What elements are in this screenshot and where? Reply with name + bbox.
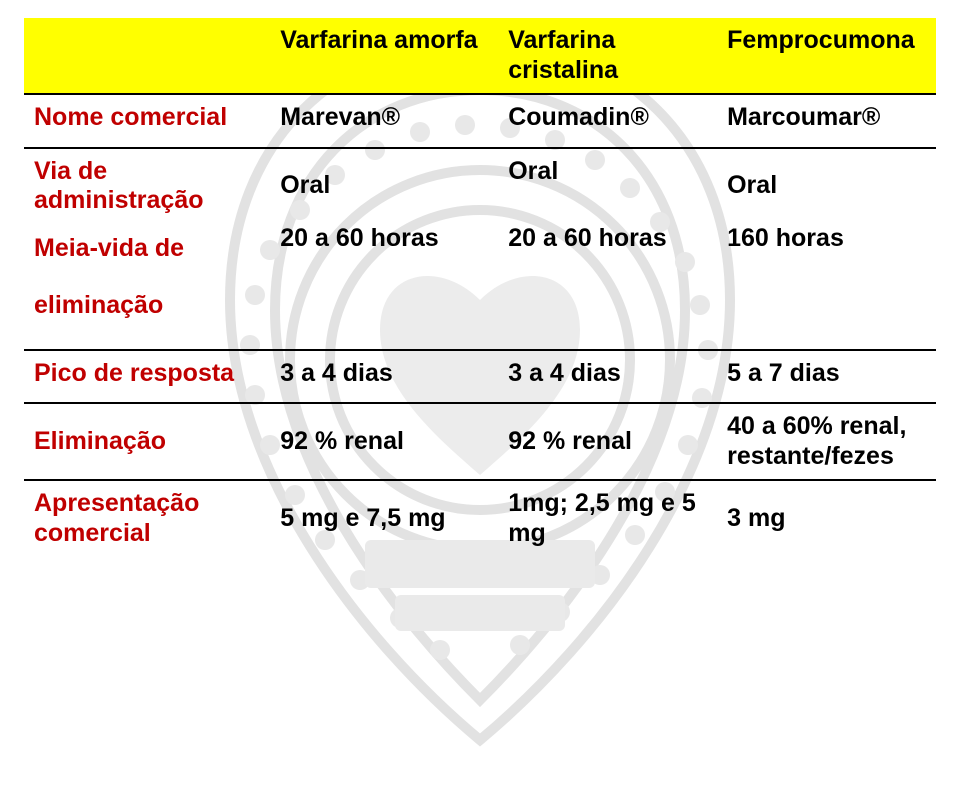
row-via-administracao: Via de administração Oral Oral Oral xyxy=(24,148,936,224)
cell-apres-c3: 3 mg xyxy=(717,480,936,556)
comparison-table-container: Varfarina amorfa Varfarina cristalina Fe… xyxy=(0,0,960,556)
anticoagulant-comparison-table: Varfarina amorfa Varfarina cristalina Fe… xyxy=(24,18,936,556)
rowlabel-via-line2: administração xyxy=(34,186,204,214)
rowlabel-apres-line1: Apresentação xyxy=(34,489,199,517)
cell-apres-c1: 5 mg e 7,5 mg xyxy=(270,480,498,556)
cell-elim-cont-c3 xyxy=(717,267,936,350)
row-pico-resposta: Pico de resposta 3 a 4 dias 3 a 4 dias 5… xyxy=(24,350,936,404)
rowlabel-meia-vida: Meia-vida de xyxy=(24,224,270,268)
cell-elim-c3-line2: restante/fezes xyxy=(727,442,894,470)
rowlabel-apres: Apresentação comercial xyxy=(24,480,270,556)
cell-elim-c3: 40 a 60% renal, restante/fezes xyxy=(717,403,936,480)
header-empty-cell xyxy=(24,18,270,94)
cell-nome-c3: Marcoumar® xyxy=(717,94,936,148)
rowlabel-eliminacao-cont: eliminação xyxy=(24,267,270,350)
cell-meia-c1: 20 a 60 horas xyxy=(270,224,498,268)
rowlabel-via: Via de administração xyxy=(24,148,270,224)
cell-elim-c1: 92 % renal xyxy=(270,403,498,480)
cell-via-c2: Oral xyxy=(498,148,717,224)
rowlabel-pico: Pico de resposta xyxy=(24,350,270,404)
cell-elim-cont-c2 xyxy=(498,267,717,350)
cell-nome-c2: Coumadin® xyxy=(498,94,717,148)
row-meia-vida-values: Meia-vida de 20 a 60 horas 20 a 60 horas… xyxy=(24,224,936,268)
row-eliminacao-label: eliminação xyxy=(24,267,936,350)
rowlabel-apres-line2: comercial xyxy=(34,519,151,547)
row-apresentacao: Apresentação comercial 5 mg e 7,5 mg 1mg… xyxy=(24,480,936,556)
header-col-1: Varfarina amorfa xyxy=(270,18,498,94)
row-eliminacao: Eliminação 92 % renal 92 % renal 40 a 60… xyxy=(24,403,936,480)
cell-elim-c2: 92 % renal xyxy=(498,403,717,480)
cell-apres-c2-line2: mg xyxy=(508,519,546,547)
header-col-2-line2: cristalina xyxy=(508,56,618,84)
cell-nome-c1: Marevan® xyxy=(270,94,498,148)
cell-meia-c3: 160 horas xyxy=(717,224,936,268)
cell-elim-cont-c1 xyxy=(270,267,498,350)
rowlabel-elim: Eliminação xyxy=(24,403,270,480)
cell-meia-c2: 20 a 60 horas xyxy=(498,224,717,268)
rowlabel-via-line1: Via de xyxy=(34,157,107,185)
header-col-2-line1: Varfarina xyxy=(508,26,615,54)
cell-pico-c2: 3 a 4 dias xyxy=(498,350,717,404)
cell-apres-c2-line1: 1mg; 2,5 mg e 5 xyxy=(508,489,696,517)
cell-via-c3: Oral xyxy=(717,148,936,224)
rowlabel-nome-comercial: Nome comercial xyxy=(24,94,270,148)
header-col-2: Varfarina cristalina xyxy=(498,18,717,94)
table-header-row: Varfarina amorfa Varfarina cristalina Fe… xyxy=(24,18,936,94)
cell-apres-c2: 1mg; 2,5 mg e 5 mg xyxy=(498,480,717,556)
cell-via-c1: Oral xyxy=(270,148,498,224)
cell-elim-c3-line1: 40 a 60% renal, xyxy=(727,412,906,440)
header-col-3: Femprocumona xyxy=(717,18,936,94)
cell-pico-c1: 3 a 4 dias xyxy=(270,350,498,404)
cell-pico-c3: 5 a 7 dias xyxy=(717,350,936,404)
row-nome-comercial: Nome comercial Marevan® Coumadin® Marcou… xyxy=(24,94,936,148)
